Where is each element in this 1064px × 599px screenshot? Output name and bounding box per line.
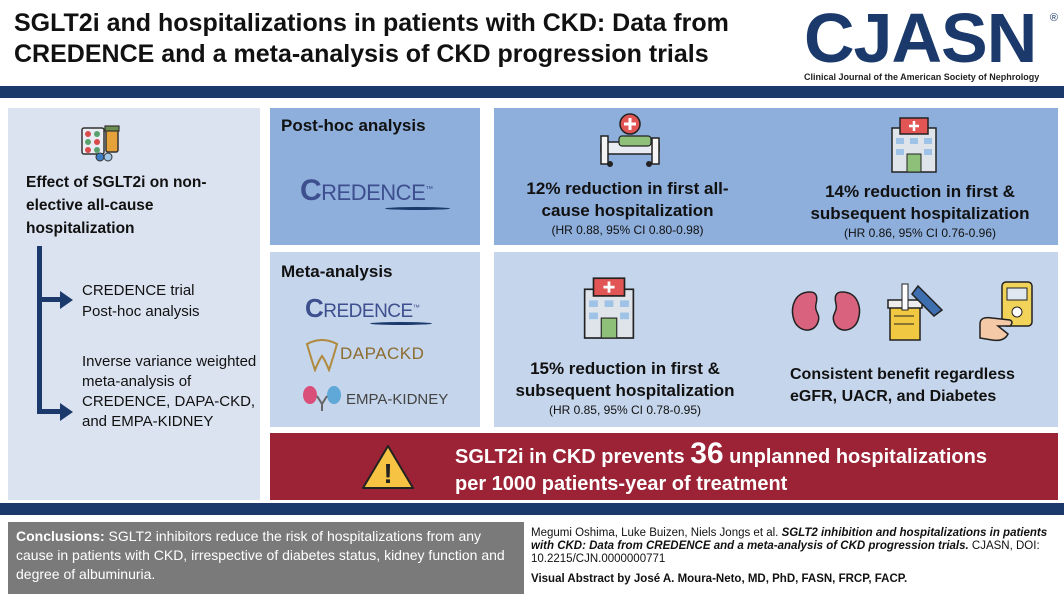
credence-logo-c: C	[300, 174, 322, 207]
logo-registered-mark: ®	[1049, 12, 1058, 24]
hospital-bed-icon	[600, 113, 660, 167]
banner-line-1: SGLT2i in CKD prevents 36 unplanned hosp…	[455, 437, 1055, 471]
citation-journal: CJASN, DOI: 10.2215/CJN.0000000771	[531, 540, 1040, 565]
dapa-ckd-mark-icon	[305, 339, 339, 372]
results-panel-bottom	[494, 252, 1058, 427]
empa-kidney-mark-icon	[303, 386, 341, 411]
flow-line	[37, 246, 42, 414]
logo-subtitle: Clinical Journal of the American Society…	[804, 72, 1040, 82]
citation-title: SGLT2 inhibition and hospitalizations in…	[531, 527, 1048, 552]
warning-glyph: !	[383, 458, 392, 489]
consistent-benefit-text: Consistent benefit regardless eGFR, UACR…	[790, 366, 1015, 405]
glucose-meter-icon	[979, 281, 1033, 342]
citation: Megumi Oshima, Luke Buizen, Niels Jongs …	[531, 527, 1061, 566]
conclusions-text: SGLT2 inhibitors reduce the risk of hosp…	[16, 528, 505, 582]
credence-small-swoosh	[370, 322, 432, 325]
arrow-right-icon	[60, 403, 73, 421]
results-panel-top	[494, 108, 1058, 245]
flow-branch-1	[37, 297, 62, 302]
flow-branch-2	[37, 409, 62, 414]
credence-logo-tm: ™	[425, 184, 433, 194]
banner-text: SGLT2i in CKD prevents 36 unplanned hosp…	[455, 437, 1055, 498]
medication-icon	[81, 125, 120, 162]
conclusions-box: Conclusions: SGLT2 inhibitors reduce the…	[8, 522, 524, 594]
dapa-ckd-logo: DAPACKD	[340, 344, 425, 363]
trial-label: CREDENCE trial Post-hoc analysis	[82, 280, 257, 322]
banner-number: 36	[690, 437, 724, 470]
trial-line-1: CREDENCE trial	[82, 282, 195, 299]
credence-logo-small-c: C	[305, 293, 324, 323]
citation-authors: Megumi Oshima, Luke Buizen, Niels Jongs …	[531, 527, 782, 539]
meta-method-label: Inverse variance weighted meta-analysis …	[82, 353, 257, 430]
page-title: SGLT2i and hospitalizations in patients …	[14, 9, 729, 68]
hospital-building-icon	[891, 117, 937, 173]
stat-subsequent-hospitalization: 14% reduction in first & subsequent hosp…	[810, 182, 1030, 223]
credence-logo-small-rest: REDENCE	[323, 301, 413, 322]
urine-test-icon	[887, 283, 944, 341]
bottom-divider	[0, 503, 1064, 515]
cjasn-logo: CJASN ® Clinical Journal of the American…	[800, 0, 1058, 84]
conclusions-label: Conclusions:	[16, 528, 105, 544]
credence-logo-swoosh	[385, 207, 450, 210]
effect-title: Effect of SGLT2i on non-elective all-cau…	[26, 174, 207, 237]
ci-subsequent-hospitalization: (HR 0.86, 95% CI 0.76-0.96)	[843, 226, 997, 240]
visual-abstract-credit: Visual Abstract by José A. Moura-Neto, M…	[531, 573, 908, 585]
logo-wordmark: CJASN	[804, 0, 1037, 77]
credence-logo-small: CREDENCE™	[305, 293, 420, 324]
ci-first-subsequent-meta: (HR 0.85, 95% CI 0.78-0.95)	[548, 403, 702, 417]
banner-line-2: per 1000 patients-year of treatment	[455, 473, 788, 495]
credence-logo-rest: REDENCE	[321, 180, 426, 205]
hospital-building-icon	[583, 277, 635, 339]
banner-part-1: SGLT2i in CKD prevents	[455, 446, 691, 468]
banner-part-2: unplanned hospitalizations	[723, 446, 987, 468]
stat-first-hospitalization: 12% reduction in first all-cause hospita…	[526, 179, 729, 220]
warning-icon: !	[362, 445, 414, 489]
top-divider	[0, 86, 1064, 98]
posthoc-heading: Post-hoc analysis	[281, 116, 426, 135]
empa-kidney-logo: EMPA-KIDNEY	[346, 391, 449, 408]
stat-first-subsequent-meta: 15% reduction in first & subsequent hosp…	[515, 359, 735, 400]
trial-line-2: Post-hoc analysis	[82, 303, 200, 320]
ci-first-hospitalization: (HR 0.88, 95% CI 0.80-0.98)	[551, 223, 704, 237]
kidneys-icon	[791, 291, 861, 331]
credence-logo: CREDENCE™	[300, 174, 433, 208]
meta-analysis-heading: Meta-analysis	[281, 262, 393, 281]
arrow-right-icon	[60, 291, 73, 309]
left-panel	[8, 108, 260, 500]
credence-logo-small-tm: ™	[412, 304, 420, 312]
posthoc-panel	[270, 108, 480, 245]
